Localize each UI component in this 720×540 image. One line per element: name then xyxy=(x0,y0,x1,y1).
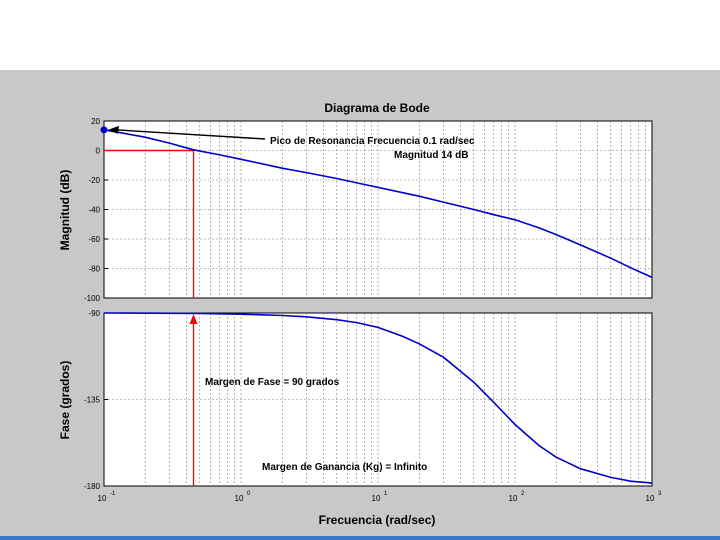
arrow-shaft xyxy=(115,129,266,140)
phase-grid xyxy=(104,313,652,486)
x-tick-exponent: 3 xyxy=(658,491,662,497)
resonance-magnitude-annotation: Magnitud 14 dB xyxy=(394,150,468,161)
arrow-head xyxy=(108,125,119,134)
y-tick-label: -80 xyxy=(88,265,100,274)
phase-curve xyxy=(103,312,653,484)
magnitude-curve xyxy=(103,129,653,279)
magnitude-markers xyxy=(104,149,195,298)
phase-y-axis-label: Fase (grados) xyxy=(58,361,72,440)
y-tick-label: -135 xyxy=(84,396,101,405)
x-tick-exponent: 2 xyxy=(521,491,525,497)
resonance-annotation-arrow xyxy=(108,125,266,140)
slide-header-band xyxy=(0,0,720,70)
slide-bottom-rule xyxy=(0,536,720,540)
magnitude-grid xyxy=(104,121,652,298)
x-tick-exponent: -1 xyxy=(110,491,116,497)
magnitude-panel: 20 0 -20 -40 -60 -80 -100 xyxy=(84,117,653,303)
phase-margin-markers xyxy=(189,314,198,486)
x-axis-ticks: 10 -1 10 0 10 1 10 2 10 3 xyxy=(98,491,662,503)
x-tick-exponent: 1 xyxy=(384,491,388,497)
x-axis-label: Frecuencia (rad/sec) xyxy=(319,513,436,527)
x-tick-label: 10 xyxy=(372,494,381,503)
resonance-peak-annotation: Pico de Resonancia Frecuencia 0.1 rad/se… xyxy=(270,136,475,147)
y-tick-label: -40 xyxy=(88,206,100,215)
y-tick-label: -20 xyxy=(88,176,100,185)
phase-panel: -90 -135 -180 xyxy=(84,309,653,491)
y-tick-label: 20 xyxy=(91,117,100,126)
x-tick-label: 10 xyxy=(235,494,244,503)
x-tick-exponent: 0 xyxy=(247,491,251,497)
y-tick-label: -60 xyxy=(88,235,100,244)
resonance-peak-marker xyxy=(100,126,108,134)
gain-margin-annotation: Margen de Ganancia (Kg) = Infinito xyxy=(262,462,427,473)
y-tick-label: -180 xyxy=(84,482,101,491)
x-tick-label: 10 xyxy=(646,494,655,503)
chart-title: Diagrama de Bode xyxy=(324,101,430,115)
phase-margin-arrowhead xyxy=(189,314,198,324)
magnitude-y-axis-label: Magnitud (dB) xyxy=(58,170,72,251)
y-tick-label: -100 xyxy=(84,294,101,303)
x-tick-label: 10 xyxy=(98,494,107,503)
x-tick-label: 10 xyxy=(509,494,518,503)
y-tick-label: 0 xyxy=(96,147,101,156)
y-tick-label: -90 xyxy=(88,309,100,318)
phase-margin-annotation: Margen de Fase = 90 grados xyxy=(205,377,340,388)
